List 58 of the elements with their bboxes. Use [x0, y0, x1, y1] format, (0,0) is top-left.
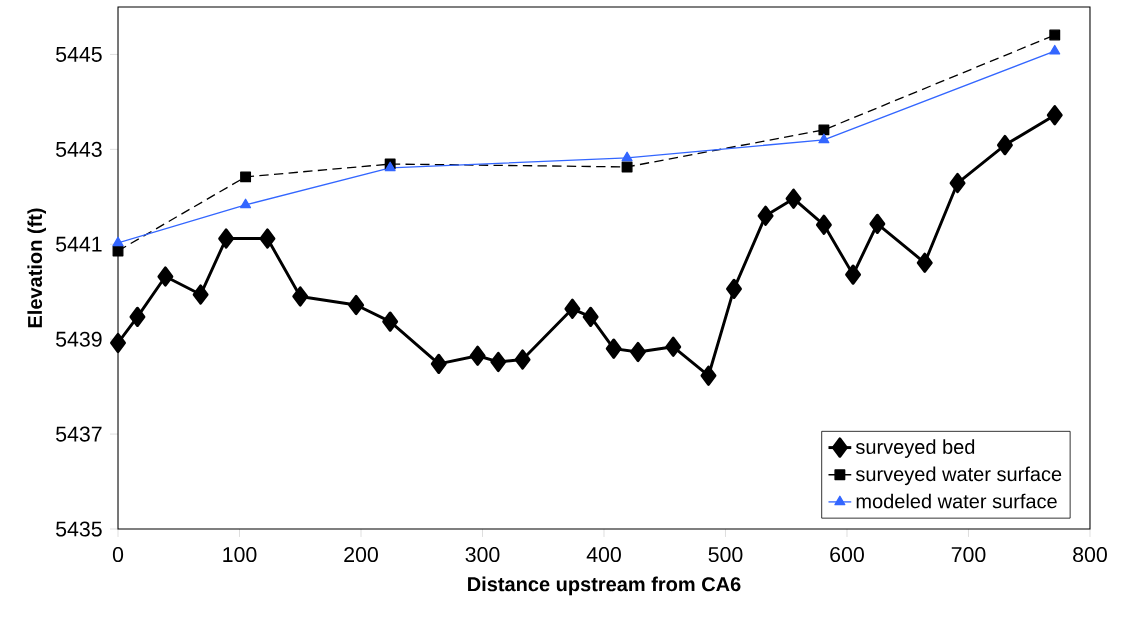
point [240, 198, 252, 209]
y-tick-label: 5441 [56, 236, 102, 252]
point [757, 205, 774, 226]
point [1049, 29, 1061, 41]
x-tick-label: 300 [465, 547, 500, 563]
point [240, 171, 252, 183]
y-tick-label: 5445 [56, 47, 102, 62]
point [157, 266, 174, 287]
point [665, 336, 682, 357]
point [605, 338, 622, 359]
point [112, 236, 124, 247]
point [1049, 44, 1061, 55]
point [818, 133, 830, 144]
point [1046, 105, 1063, 126]
x-tick-label: 0 [112, 547, 124, 563]
y-axis-title: Elevation (ft) [27, 208, 47, 328]
point [916, 252, 933, 273]
x-tick-label: 800 [1073, 547, 1107, 563]
x-tick-label: 400 [586, 547, 621, 563]
point [621, 161, 633, 173]
point [292, 286, 309, 307]
x-tick-label: 600 [830, 547, 864, 563]
point [514, 349, 531, 370]
point [818, 124, 830, 136]
point [192, 284, 209, 305]
x-tick-label: 700 [951, 547, 986, 563]
point [621, 151, 633, 162]
point [869, 213, 886, 234]
point [490, 351, 507, 373]
x-tick-label: 500 [708, 547, 743, 563]
point [259, 228, 276, 249]
legend-label: surveyed water surface [855, 466, 1062, 486]
point [110, 332, 126, 354]
point [430, 353, 447, 374]
x-axis-title: Distance upstream from CA6 [468, 576, 741, 596]
y-tick-label: 5437 [56, 426, 102, 442]
point [382, 311, 399, 332]
y-tick-label: 5435 [56, 521, 102, 537]
legend-label: modeled water surface [856, 493, 1057, 509]
point [949, 172, 966, 194]
y-tick-label: 5439 [56, 331, 102, 347]
point [582, 306, 599, 328]
point [845, 264, 862, 285]
point [218, 228, 235, 249]
point [129, 306, 146, 328]
point [815, 214, 832, 235]
point [700, 365, 717, 386]
x-tick-label: 100 [223, 547, 257, 563]
point [469, 345, 486, 366]
point [726, 278, 742, 300]
point [564, 298, 581, 319]
legend-label: surveyed bed [855, 439, 975, 458]
point [630, 341, 646, 363]
x-tick-label: 200 [344, 547, 378, 563]
point [996, 134, 1013, 156]
point [348, 294, 365, 316]
y-tick-label: 5443 [56, 141, 102, 157]
point [785, 188, 802, 209]
